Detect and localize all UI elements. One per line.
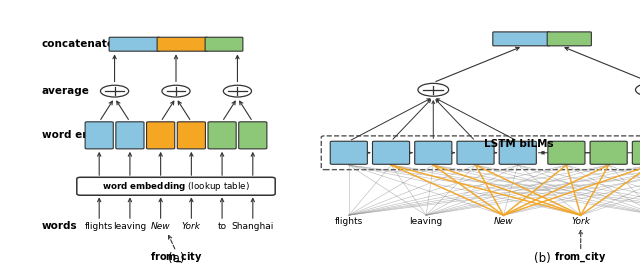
Text: leaving: leaving bbox=[410, 217, 443, 226]
Text: York: York bbox=[572, 217, 590, 226]
Text: word emb.: word emb. bbox=[42, 130, 104, 140]
FancyBboxPatch shape bbox=[590, 141, 627, 164]
Text: (a): (a) bbox=[168, 252, 184, 265]
Text: LSTM biLMs: LSTM biLMs bbox=[484, 139, 553, 148]
FancyBboxPatch shape bbox=[239, 122, 267, 149]
Text: $\mathbf{from\_city}$: $\mathbf{from\_city}$ bbox=[554, 251, 607, 264]
Text: leaving: leaving bbox=[113, 222, 147, 231]
FancyBboxPatch shape bbox=[547, 32, 591, 46]
Text: (b): (b) bbox=[534, 252, 550, 265]
FancyBboxPatch shape bbox=[415, 141, 452, 164]
Text: New: New bbox=[151, 222, 170, 231]
Text: New: New bbox=[493, 217, 513, 226]
FancyBboxPatch shape bbox=[77, 177, 275, 195]
Text: average: average bbox=[42, 86, 90, 96]
FancyBboxPatch shape bbox=[157, 37, 208, 51]
Text: Shanghai: Shanghai bbox=[232, 222, 274, 231]
Text: $\mathbf{from\_city}$: $\mathbf{from\_city}$ bbox=[150, 251, 202, 264]
Text: to: to bbox=[218, 222, 227, 231]
Text: $\mathbf{word\ embedding}$ (lookup table): $\mathbf{word\ embedding}$ (lookup table… bbox=[102, 180, 250, 193]
Text: York: York bbox=[182, 222, 201, 231]
Text: words: words bbox=[42, 221, 77, 232]
FancyBboxPatch shape bbox=[493, 32, 550, 46]
Text: flights: flights bbox=[335, 217, 363, 226]
FancyBboxPatch shape bbox=[109, 37, 160, 51]
FancyBboxPatch shape bbox=[177, 122, 205, 149]
FancyBboxPatch shape bbox=[85, 122, 113, 149]
FancyBboxPatch shape bbox=[208, 122, 236, 149]
FancyBboxPatch shape bbox=[147, 122, 175, 149]
FancyBboxPatch shape bbox=[548, 141, 585, 164]
FancyBboxPatch shape bbox=[372, 141, 410, 164]
FancyBboxPatch shape bbox=[457, 141, 494, 164]
FancyBboxPatch shape bbox=[632, 141, 640, 164]
Text: flights: flights bbox=[85, 222, 113, 231]
FancyBboxPatch shape bbox=[205, 37, 243, 51]
Text: concatenate: concatenate bbox=[42, 39, 115, 49]
FancyBboxPatch shape bbox=[116, 122, 144, 149]
FancyBboxPatch shape bbox=[330, 141, 367, 164]
FancyBboxPatch shape bbox=[499, 141, 536, 164]
